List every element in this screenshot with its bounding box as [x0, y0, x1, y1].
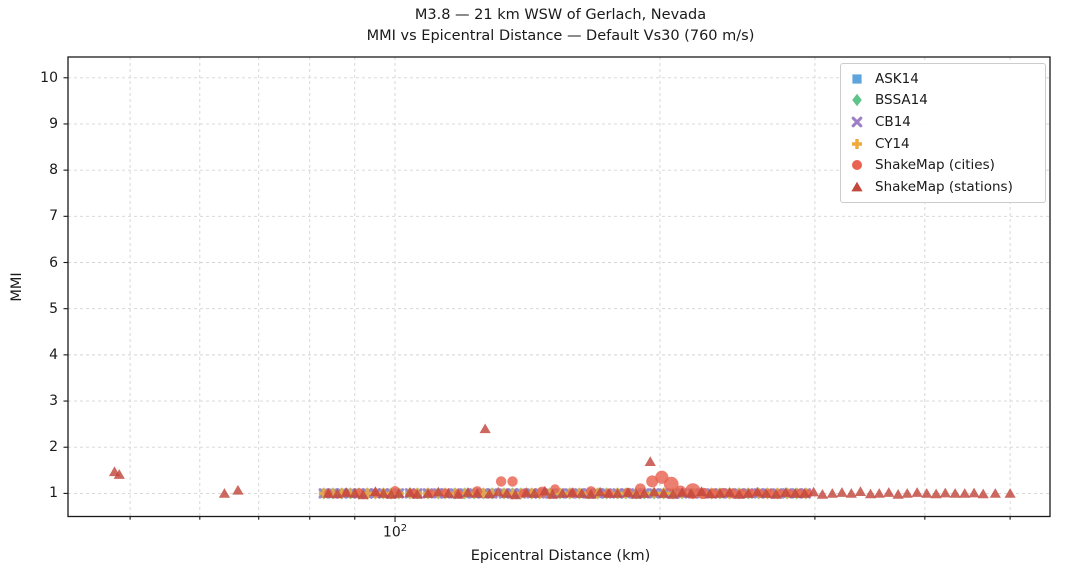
y-tick-label: 6 — [49, 254, 58, 271]
legend-label: CB14 — [875, 114, 911, 131]
cy14-plus-icon — [852, 138, 862, 149]
bssa14-diamond-icon — [852, 94, 862, 107]
legend-label: CY14 — [875, 135, 910, 152]
y-tick-label: 1 — [49, 485, 58, 502]
chart-title: M3.8 — 21 km WSW of Gerlach, Nevada MMI … — [68, 5, 1053, 47]
y-tick-label: 7 — [49, 208, 58, 225]
x-tick-base: 10 — [382, 524, 401, 541]
cb14-x-icon — [851, 116, 863, 128]
legend-entry-cb14: CB14 — [849, 112, 1037, 132]
y-tick-label: 10 — [40, 69, 58, 86]
x-tick-exponent: 2 — [400, 523, 408, 534]
tick-marks — [63, 77, 1011, 522]
legend-label: BSSA14 — [875, 92, 928, 109]
legend: ASK14 BSSA14 CB14 CY14 ShakeMap (cities)… — [840, 63, 1046, 203]
legend-label: ASK14 — [875, 70, 919, 87]
x-axis-label: Epicentral Distance (km) — [470, 548, 651, 564]
ask14-square-icon — [852, 74, 862, 84]
legend-entry-cy14: CY14 — [849, 134, 1037, 154]
shakemap-stations-triangle-icon — [851, 181, 863, 192]
y-tick-label: 5 — [49, 300, 58, 317]
y-axis-label: MMI — [9, 272, 25, 302]
y-tick-label: 8 — [49, 162, 58, 179]
legend-entry-shakemap-cities: ShakeMap (cities) — [849, 155, 1037, 175]
y-tick-label: 9 — [49, 115, 58, 132]
legend-label: ShakeMap (stations) — [875, 179, 1013, 196]
series-shakemap-stations- — [108, 423, 1016, 500]
y-tick-label: 2 — [49, 439, 58, 456]
axes-frame — [67, 56, 1051, 518]
chart-title-line1: M3.8 — 21 km WSW of Gerlach, Nevada — [414, 7, 707, 23]
legend-label: ShakeMap (cities) — [875, 157, 995, 174]
legend-entry-bssa14: BSSA14 — [849, 90, 1037, 110]
legend-entry-shakemap-stations: ShakeMap (stations) — [849, 177, 1037, 197]
x-axis-tick-label: 102 — [383, 523, 407, 541]
shakemap-cities-circle-icon — [852, 160, 862, 171]
chart-title-line2: MMI vs Epicentral Distance — Default Vs3… — [366, 28, 755, 44]
legend-entry-ask14: ASK14 — [849, 69, 1037, 89]
y-tick-label: 3 — [49, 393, 58, 410]
y-tick-label: 4 — [49, 346, 58, 363]
